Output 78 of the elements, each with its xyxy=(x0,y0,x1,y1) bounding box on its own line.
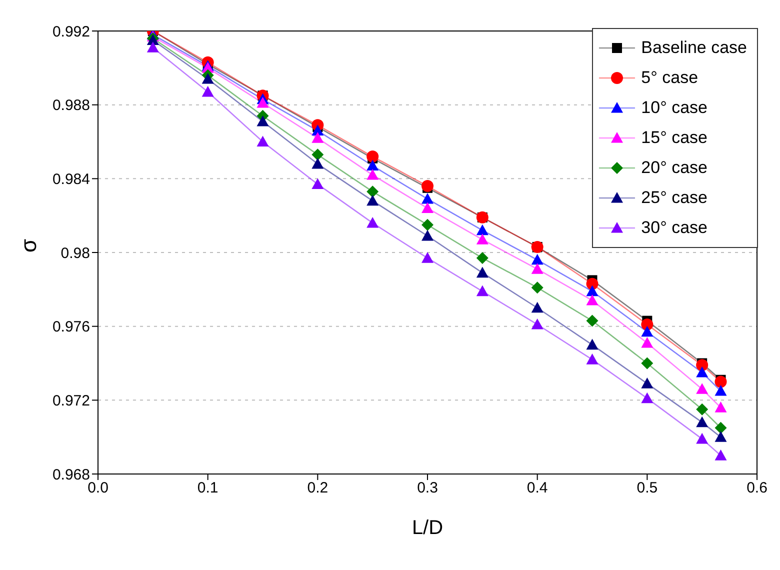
x-tick-label: 0.3 xyxy=(417,480,438,497)
point xyxy=(312,158,324,169)
legend-label: 10° case xyxy=(641,98,708,118)
point xyxy=(586,294,598,306)
point xyxy=(641,392,654,404)
point xyxy=(641,318,654,330)
point xyxy=(586,354,598,364)
legend-label: 15° case xyxy=(641,128,708,148)
point xyxy=(476,234,488,244)
point xyxy=(696,383,708,394)
point xyxy=(586,338,598,350)
point xyxy=(531,318,544,330)
point xyxy=(146,42,159,52)
point xyxy=(366,150,379,163)
point xyxy=(366,160,379,171)
point xyxy=(476,252,488,264)
point xyxy=(422,252,434,263)
point xyxy=(531,282,544,294)
point xyxy=(312,178,324,190)
point xyxy=(696,359,708,372)
y-tick-label: 0.992 xyxy=(52,23,90,40)
legend-label: 5° case xyxy=(641,68,698,88)
x-tick-label: 0.1 xyxy=(197,480,218,497)
point xyxy=(714,376,727,388)
point xyxy=(714,384,727,396)
point xyxy=(531,302,544,313)
x-tick-label: 0.5 xyxy=(636,480,658,497)
point xyxy=(366,216,379,228)
point xyxy=(476,285,488,296)
point xyxy=(714,422,727,434)
point xyxy=(696,366,708,378)
point xyxy=(641,326,654,337)
point xyxy=(531,263,544,274)
legend-label: Baseline case xyxy=(641,38,747,58)
point xyxy=(714,431,727,442)
x-tick-label: 0.2 xyxy=(307,480,328,497)
point xyxy=(476,266,488,278)
y-tick-label: 0.988 xyxy=(52,97,90,114)
legend-label: 30° case xyxy=(641,218,708,238)
point xyxy=(531,254,544,265)
point xyxy=(641,378,654,388)
x-tick-label: 0.0 xyxy=(88,480,108,497)
x-tick-label: 0.6 xyxy=(746,480,768,497)
point xyxy=(422,230,434,241)
point xyxy=(696,416,708,428)
point xyxy=(366,186,379,198)
point xyxy=(422,180,434,192)
x-tick-label: 0.4 xyxy=(526,480,548,497)
point xyxy=(586,314,598,327)
legend-label: 20° case xyxy=(641,158,708,178)
point xyxy=(202,86,214,97)
point xyxy=(256,96,269,108)
point xyxy=(641,357,654,370)
point xyxy=(422,218,434,231)
point xyxy=(202,72,214,84)
point xyxy=(696,432,708,444)
y-tick-label: 0.98 xyxy=(60,244,90,262)
point xyxy=(586,285,598,296)
point xyxy=(422,192,434,204)
point xyxy=(422,202,434,213)
point xyxy=(714,450,727,460)
point xyxy=(476,224,488,236)
point xyxy=(696,403,708,416)
y-tick-label: 0.976 xyxy=(52,318,90,336)
point xyxy=(312,148,324,161)
point xyxy=(366,194,379,206)
point xyxy=(366,168,379,180)
legend-label: 25° case xyxy=(641,188,708,208)
point xyxy=(641,336,654,348)
point xyxy=(312,132,324,143)
point xyxy=(256,115,269,126)
y-axis-title: σ xyxy=(16,238,41,252)
point xyxy=(256,136,269,147)
y-tick-label: 0.968 xyxy=(52,466,90,484)
point xyxy=(714,402,727,412)
y-tick-label: 0.984 xyxy=(52,170,90,188)
x-axis-title: L/D xyxy=(412,517,444,539)
y-tick-label: 0.972 xyxy=(52,392,90,410)
